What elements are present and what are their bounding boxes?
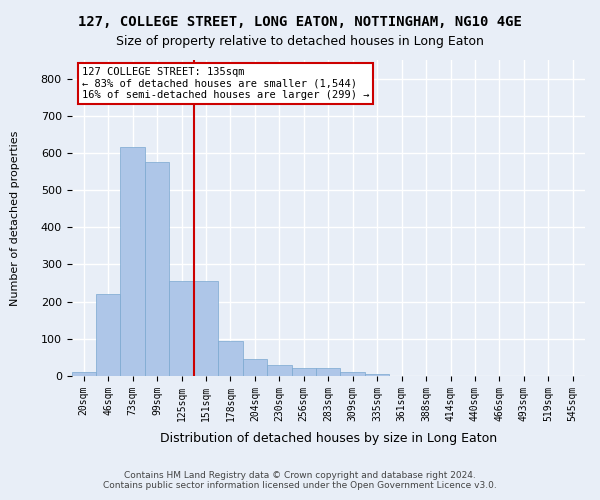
Bar bbox=[71, 372, 96, 376]
Bar bbox=[316, 368, 340, 376]
Text: 127, COLLEGE STREET, LONG EATON, NOTTINGHAM, NG10 4GE: 127, COLLEGE STREET, LONG EATON, NOTTING… bbox=[78, 15, 522, 29]
Bar bbox=[96, 294, 121, 376]
Text: Contains HM Land Registry data © Crown copyright and database right 2024.
Contai: Contains HM Land Registry data © Crown c… bbox=[103, 470, 497, 490]
Text: Size of property relative to detached houses in Long Eaton: Size of property relative to detached ho… bbox=[116, 35, 484, 48]
Bar bbox=[194, 281, 218, 376]
Bar bbox=[365, 374, 389, 376]
Bar bbox=[169, 281, 194, 376]
Bar bbox=[267, 365, 292, 376]
Text: 127 COLLEGE STREET: 135sqm
← 83% of detached houses are smaller (1,544)
16% of s: 127 COLLEGE STREET: 135sqm ← 83% of deta… bbox=[82, 66, 369, 100]
Y-axis label: Number of detached properties: Number of detached properties bbox=[10, 130, 20, 306]
Bar bbox=[145, 162, 169, 376]
Bar bbox=[242, 359, 267, 376]
X-axis label: Distribution of detached houses by size in Long Eaton: Distribution of detached houses by size … bbox=[160, 432, 497, 445]
Bar bbox=[121, 148, 145, 376]
Bar bbox=[340, 372, 365, 376]
Bar bbox=[218, 340, 242, 376]
Bar bbox=[292, 368, 316, 376]
